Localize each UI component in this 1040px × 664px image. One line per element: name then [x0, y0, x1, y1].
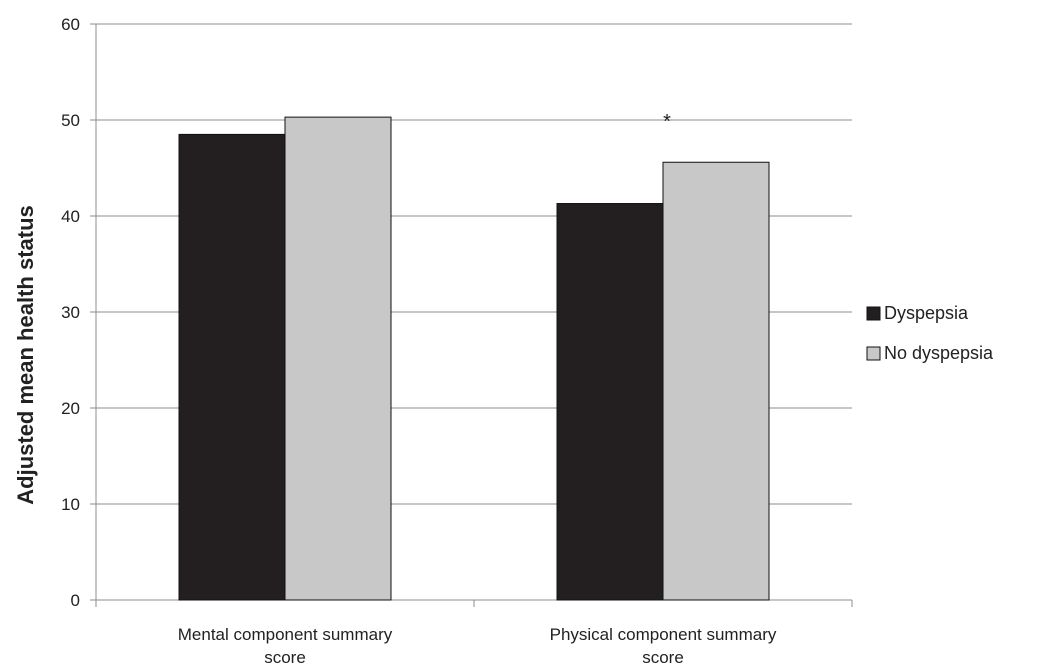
y-tick-label: 60	[61, 15, 80, 34]
bar-no-dyspepsia	[662, 161, 770, 601]
legend: Dyspepsia No dyspepsia	[866, 303, 994, 363]
category-label: Physical component summary	[550, 625, 777, 644]
bar-dyspepsia	[556, 203, 664, 601]
category-label: score	[264, 648, 306, 664]
y-tick-label: 0	[71, 591, 80, 610]
y-tick-label: 50	[61, 111, 80, 130]
y-tick-label: 10	[61, 495, 80, 514]
y-axis-label: Adjusted mean health status	[13, 205, 38, 505]
legend-swatch	[866, 306, 881, 321]
y-tick-label: 20	[61, 399, 80, 418]
y-tick-label: 40	[61, 207, 80, 226]
annotations: *	[663, 111, 671, 133]
category-label: Mental component summary	[178, 625, 393, 644]
significance-annotation: *	[663, 111, 671, 133]
legend-label: No dyspepsia	[884, 343, 994, 363]
bar-no-dyspepsia	[284, 116, 392, 601]
category-labels: Mental component summary score Physical co…	[178, 625, 777, 664]
bars	[178, 116, 770, 601]
legend-swatch	[866, 346, 881, 361]
category-label: score	[642, 648, 684, 664]
bar-dyspepsia	[178, 133, 286, 601]
y-tick-label: 30	[61, 303, 80, 322]
y-tick-labels: 0 10 20 30 40 50 60	[61, 15, 80, 610]
legend-label: Dyspepsia	[884, 303, 969, 323]
